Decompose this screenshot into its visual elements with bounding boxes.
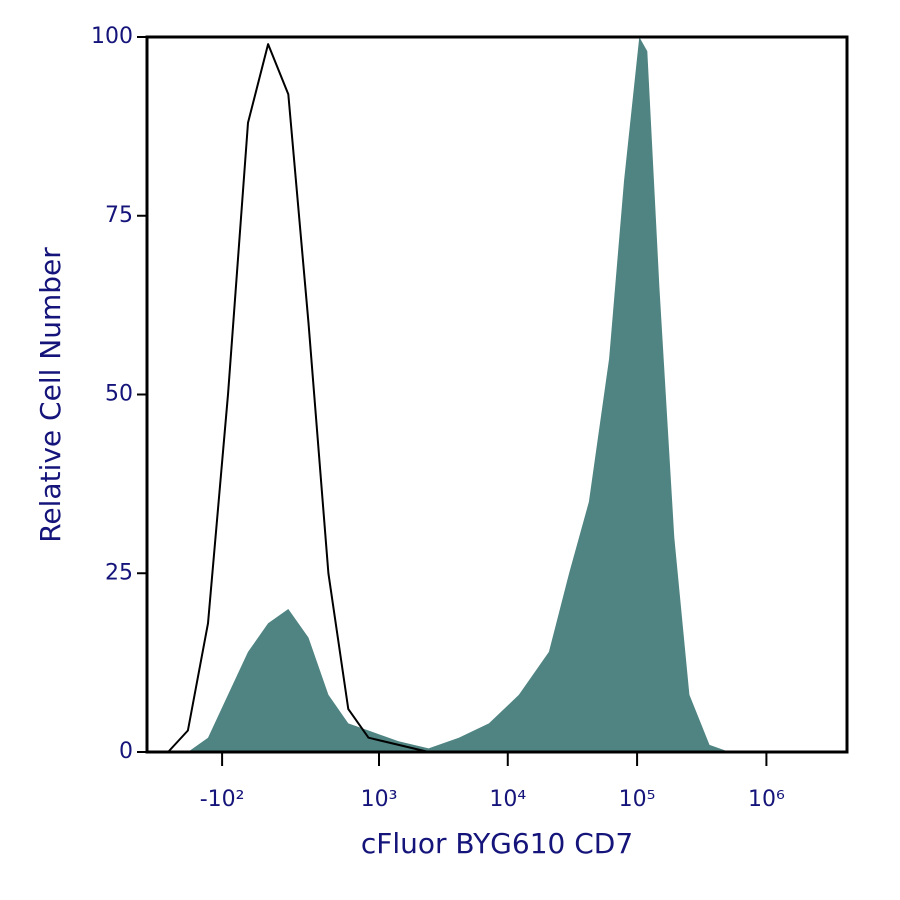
- y-axis-label: Relative Cell Number: [34, 247, 67, 543]
- plot-frame: [145, 35, 849, 754]
- histogram-line: [167, 43, 429, 753]
- y-tick-label: 100: [91, 24, 133, 49]
- y-tick-label: 25: [105, 560, 133, 585]
- y-tick-label: 50: [105, 382, 133, 407]
- y-tick-label: 0: [119, 739, 133, 764]
- x-axis-label: cFluor BYG610 CD7: [361, 827, 633, 860]
- x-tick-label: 10⁴: [489, 787, 526, 812]
- x-tick-label: 10⁵: [619, 787, 656, 812]
- x-tick-label: 10³: [361, 787, 398, 812]
- histogram-area: [168, 37, 730, 752]
- x-tick-label: -10²: [200, 787, 245, 812]
- y-tick-label: 75: [105, 203, 133, 228]
- x-tick-label: 10⁶: [748, 787, 785, 812]
